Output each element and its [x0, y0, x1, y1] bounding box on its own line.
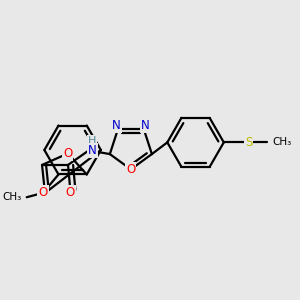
Text: S: S: [245, 136, 252, 149]
Text: N: N: [88, 144, 97, 157]
Text: N: N: [141, 118, 150, 132]
Text: H: H: [88, 136, 96, 146]
Text: N: N: [112, 118, 121, 132]
Text: CH₃: CH₃: [2, 192, 22, 202]
Text: O: O: [126, 163, 136, 176]
Text: O: O: [38, 186, 48, 200]
Text: O: O: [63, 147, 73, 160]
Text: CH₃: CH₃: [273, 137, 292, 147]
Text: O: O: [66, 186, 75, 199]
